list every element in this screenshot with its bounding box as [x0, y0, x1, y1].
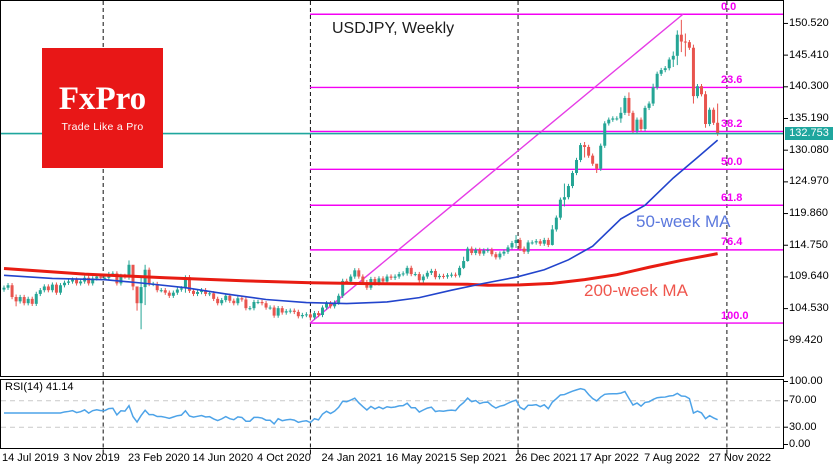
price-tick-label: 109.640	[789, 270, 829, 283]
ma200-label: 200-week MA	[584, 281, 688, 300]
fib-label-23.6: 23.6	[721, 73, 743, 86]
chart-title: USDJPY, Weekly	[332, 20, 455, 37]
x-tick-label: 16 May 2021	[386, 452, 450, 464]
rsi-panel-border	[0, 379, 784, 449]
current-price-tag: 132.753	[785, 127, 833, 140]
price-tick-label: 140.300	[789, 80, 829, 93]
rsi-tick-label: 30.00	[789, 420, 817, 433]
fxpro-logo-tagline: Trade Like a Pro	[61, 121, 144, 133]
ma50-label: 50-week MA	[636, 212, 731, 231]
fib-label-100.0: 100.0	[721, 309, 749, 322]
candles	[2, 19, 720, 330]
price-tick-label: 104.530	[789, 302, 829, 315]
price-tick-label: 119.860	[789, 207, 828, 220]
price-tick-label: 130.080	[789, 143, 829, 156]
x-tick-label: 26 Dec 2021	[515, 452, 578, 464]
x-tick-label: 24 Jan 2021	[321, 452, 383, 464]
rsi-tick-label: 0.00	[789, 438, 811, 450]
x-tick-label: 3 Nov 2019	[63, 452, 120, 464]
x-tick-label: 14 Jun 2020	[192, 452, 254, 464]
x-tick-label: 23 Feb 2020	[128, 452, 190, 464]
price-tick-label: 124.970	[789, 175, 829, 188]
price-tick-label: 99.420	[789, 333, 823, 346]
x-tick-label: 14 Jul 2019	[2, 452, 59, 464]
x-tick-label: 5 Sep 2021	[450, 452, 507, 464]
trendline	[309, 13, 684, 324]
price-tick-label: 150.520	[789, 16, 829, 29]
price-tick-label: 145.410	[789, 48, 829, 61]
fib-label-76.4: 76.4	[721, 236, 743, 249]
fib-label-38.2: 38.2	[721, 117, 743, 130]
fib-label-0.0: 0.0	[721, 0, 737, 13]
rsi-indicator-label: RSI(14) 41.14	[5, 381, 74, 393]
fxpro-logo: FxPro Trade Like a Pro	[42, 48, 163, 168]
price-tick-label: 135.190	[789, 111, 829, 124]
x-tick-label: 17 Apr 2022	[579, 452, 639, 464]
x-tick-label: 4 Oct 2020	[257, 452, 311, 464]
ma50-line	[3, 139, 719, 305]
x-tick-label: 7 Aug 2022	[644, 452, 700, 464]
rsi-line	[4, 387, 718, 426]
rsi-tick-label: 70.00	[789, 394, 817, 407]
fxpro-logo-wordmark: FxPro	[58, 81, 147, 117]
fib-label-50.0: 50.0	[721, 155, 743, 168]
main-panel-border	[0, 0, 784, 377]
price-tick-label: 114.750	[789, 238, 828, 251]
x-tick-label: 27 Nov 2022	[708, 452, 771, 464]
rsi-tick-label: 100.00	[789, 375, 823, 387]
fib-label-61.8: 61.8	[721, 191, 743, 204]
